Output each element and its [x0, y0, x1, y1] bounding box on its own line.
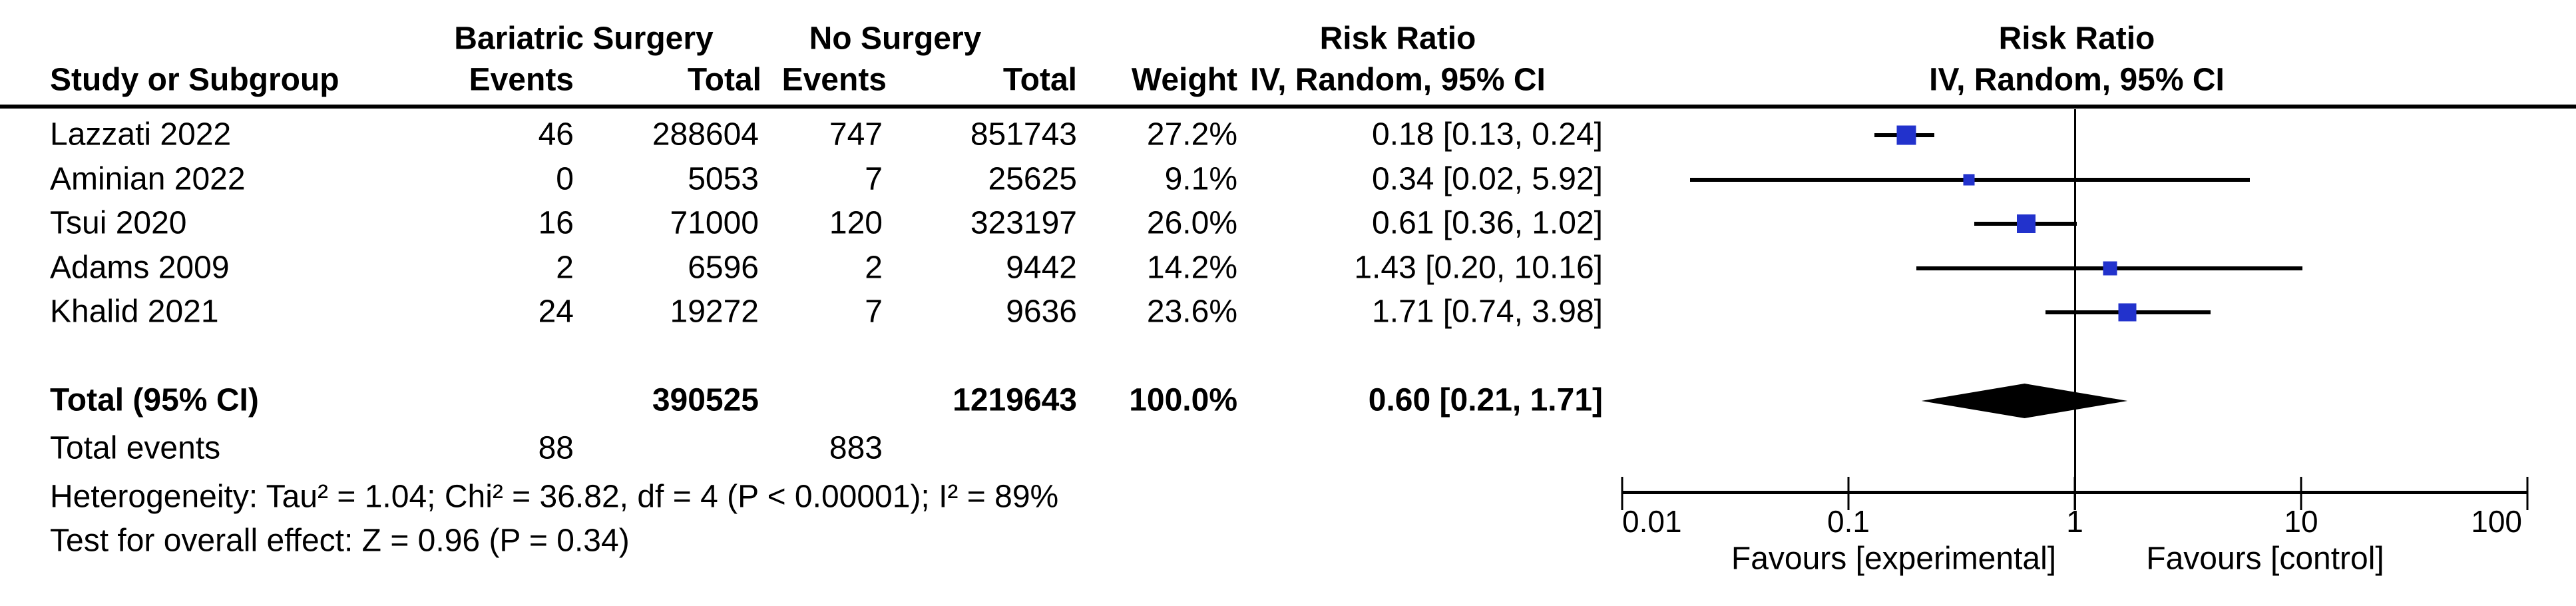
study-weight: 14.2% — [1146, 250, 1237, 286]
null-effect-line — [2073, 109, 2076, 510]
overall-effect-line: Test for overall effect: Z = 0.96 (P = 0… — [50, 523, 630, 559]
total-effect-estimate: 0.60 [0.21, 1.71] — [1368, 382, 1603, 418]
x-axis-tick-label: 0.01 — [1622, 504, 1682, 539]
total-row-label: Total (95% CI) — [50, 382, 259, 418]
study-ctl-total: 851743 — [970, 117, 1077, 152]
study-column-header: Study or Subgroup — [50, 62, 339, 98]
favours-experimental-label: Favours [experimental] — [1731, 541, 2057, 577]
pooled-diamond — [1921, 384, 2128, 418]
effect-square-marker — [2017, 214, 2036, 233]
study-ctl-events: 747 — [829, 117, 883, 152]
study-effect-estimate: 1.71 [0.74, 3.98] — [1372, 294, 1603, 330]
effect-square-marker — [1896, 125, 1916, 145]
study-exp-events: 2 — [556, 250, 574, 286]
total-events-label: Total events — [50, 430, 221, 466]
study-weight: 9.1% — [1164, 161, 1237, 197]
plot-title: Risk Ratio — [1998, 21, 2155, 57]
heterogeneity-line: Heterogeneity: Tau² = 1.04; Chi² = 36.82… — [50, 479, 1059, 515]
study-ctl-events: 7 — [865, 161, 883, 197]
study-weight: 27.2% — [1146, 117, 1237, 152]
study-exp-total: 19272 — [670, 294, 759, 330]
plot-method-header: IV, Random, 95% CI — [1929, 62, 2225, 98]
study-ctl-events: 2 — [865, 250, 883, 286]
study-effect-estimate: 0.61 [0.36, 1.02] — [1372, 205, 1603, 241]
effect-square-marker — [2103, 261, 2117, 275]
study-row-label: Khalid 2021 — [50, 294, 219, 330]
x-axis-tick — [2300, 477, 2302, 510]
x-axis-tick — [2073, 477, 2076, 510]
effect-square-marker — [1963, 174, 1975, 185]
study-weight: 26.0% — [1146, 205, 1237, 241]
study-exp-events: 24 — [538, 294, 574, 330]
x-axis-tick — [2526, 477, 2529, 510]
total-exp-total: 390525 — [652, 382, 759, 418]
control-group-header: No Surgery — [809, 21, 982, 57]
study-row-label: Aminian 2022 — [50, 161, 246, 197]
effect-column-title: Risk Ratio — [1319, 21, 1476, 57]
study-effect-estimate: 1.43 [0.20, 10.16] — [1354, 250, 1603, 286]
ctl-events-column-header: Events — [781, 62, 887, 98]
study-weight: 23.6% — [1146, 294, 1237, 330]
x-axis-tick-label: 0.1 — [1827, 504, 1870, 539]
total-weight: 100.0% — [1129, 382, 1237, 418]
total-events-control: 883 — [829, 430, 883, 466]
study-exp-events: 16 — [538, 205, 574, 241]
study-exp-events: 46 — [538, 117, 574, 152]
total-ctl-total: 1219643 — [953, 382, 1077, 418]
study-exp-total: 288604 — [652, 117, 759, 152]
x-axis-tick — [1847, 477, 1850, 510]
effect-square-marker — [2118, 303, 2137, 322]
study-ctl-total: 25625 — [988, 161, 1077, 197]
study-exp-events: 0 — [556, 161, 574, 197]
x-axis-tick-label: 10 — [2284, 504, 2318, 539]
study-exp-total: 6596 — [688, 250, 759, 286]
x-axis-tick — [1621, 477, 1623, 510]
exp-events-column-header: Events — [469, 62, 574, 98]
weight-column-header: Weight — [1131, 62, 1237, 98]
study-effect-estimate: 0.18 [0.13, 0.24] — [1372, 117, 1603, 152]
total-events-experimental: 88 — [538, 430, 574, 466]
ctl-total-column-header: Total — [1002, 62, 1077, 98]
study-row-label: Adams 2009 — [50, 250, 230, 286]
study-exp-total: 71000 — [670, 205, 759, 241]
study-effect-estimate: 0.34 [0.02, 5.92] — [1372, 161, 1603, 197]
experimental-group-header: Bariatric Surgery — [454, 21, 714, 57]
favours-control-label: Favours [control] — [2146, 541, 2384, 577]
study-ctl-total: 323197 — [970, 205, 1077, 241]
study-exp-total: 5053 — [688, 161, 759, 197]
header-divider-rule — [0, 105, 2576, 109]
study-ctl-total: 9442 — [1006, 250, 1077, 286]
exp-total-column-header: Total — [687, 62, 761, 98]
study-row-label: Lazzati 2022 — [50, 117, 232, 152]
study-ctl-events: 7 — [865, 294, 883, 330]
study-row-label: Tsui 2020 — [50, 205, 187, 241]
x-axis-tick-label: 100 — [2471, 504, 2522, 539]
study-ctl-events: 120 — [829, 205, 883, 241]
effect-method-header: IV, Random, 95% CI — [1250, 62, 1546, 98]
x-axis-tick-label: 1 — [2066, 504, 2083, 539]
study-ctl-total: 9636 — [1006, 294, 1077, 330]
